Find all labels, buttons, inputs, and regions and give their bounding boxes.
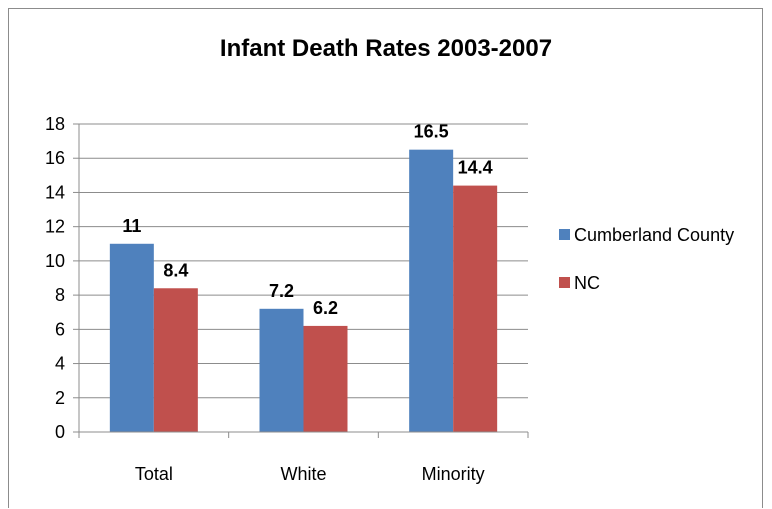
- legend-label-nc: NC: [574, 273, 600, 293]
- bar-nc-minority: [453, 185, 498, 432]
- y-tick-label-16: 16: [45, 148, 65, 168]
- legend-label-cumberland-county: Cumberland County: [574, 225, 734, 245]
- legend-swatch-cumberland-county: [559, 229, 570, 240]
- y-tick-label-0: 0: [55, 422, 65, 442]
- y-tick-label-6: 6: [55, 319, 65, 339]
- y-tick-label-4: 4: [55, 354, 65, 374]
- data-label-nc-total: 8.4: [163, 260, 188, 280]
- x-tick-label-minority: Minority: [422, 464, 485, 484]
- bar-nc-white: [303, 325, 348, 432]
- y-tick-label-10: 10: [45, 251, 65, 271]
- x-axis: Total White Minority: [78, 431, 529, 484]
- x-tick-label-white: White: [280, 464, 326, 484]
- data-label-cumberland-county-minority: 16.5: [414, 122, 449, 142]
- y-tick-label-2: 2: [55, 388, 65, 408]
- bar-nc-total: [153, 288, 198, 432]
- bar-cumberland-county-minority: [409, 149, 454, 432]
- data-label-nc-white: 6.2: [313, 298, 338, 318]
- legend-swatch-nc: [559, 277, 570, 288]
- y-tick-label-18: 18: [45, 114, 65, 134]
- data-label-nc-minority: 14.4: [458, 158, 493, 178]
- bars: [109, 149, 498, 432]
- y-tick-label-14: 14: [45, 182, 65, 202]
- data-labels: 11 7.2 16.5 8.4 6.2 14.4: [122, 122, 492, 318]
- y-tick-label-12: 12: [45, 217, 65, 237]
- chart-title: Infant Death Rates 2003-2007: [220, 35, 552, 62]
- y-tick-label-8: 8: [55, 285, 65, 305]
- bar-cumberland-county-total: [109, 243, 154, 432]
- y-axis: 0 2 4 6 8 10 12 14 16 18: [45, 114, 80, 442]
- legend: Cumberland County NC: [559, 225, 734, 293]
- bar-cumberland-county-white: [259, 308, 304, 432]
- x-tick-label-total: Total: [135, 464, 173, 484]
- data-label-cumberland-county-white: 7.2: [269, 281, 294, 301]
- data-label-cumberland-county-total: 11: [122, 216, 141, 236]
